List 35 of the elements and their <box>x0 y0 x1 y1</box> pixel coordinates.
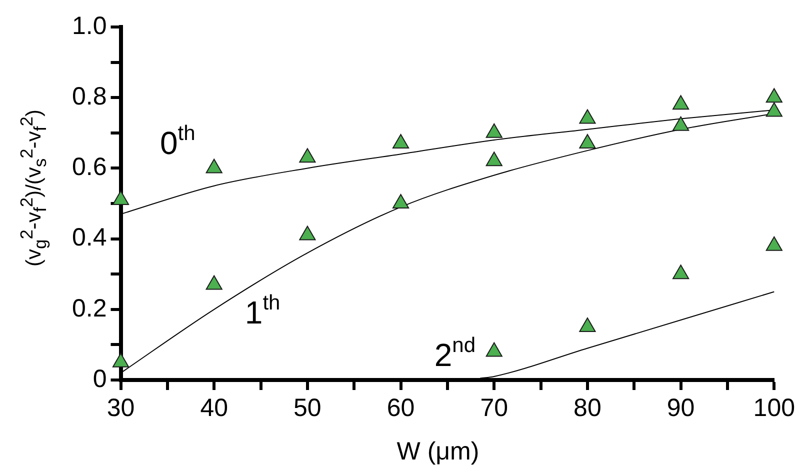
x-tick-label: 80 <box>574 394 602 422</box>
point <box>392 194 410 208</box>
y-tick-label: 0.6 <box>72 153 107 182</box>
point <box>672 95 690 110</box>
point <box>766 236 782 251</box>
point <box>486 123 502 138</box>
point <box>579 318 596 332</box>
point <box>392 134 410 148</box>
y-tick-label: 0 <box>92 364 107 393</box>
point <box>486 342 502 357</box>
point <box>112 190 130 205</box>
point <box>486 152 502 166</box>
point <box>579 134 596 148</box>
point <box>672 116 690 131</box>
point <box>206 158 222 174</box>
point <box>672 264 690 280</box>
x-tick-label: 30 <box>106 394 135 422</box>
point <box>299 226 316 240</box>
x-axis-title: W (μm) <box>396 438 480 466</box>
x-tick-label: 50 <box>294 394 322 422</box>
point <box>766 88 782 103</box>
x-tick-label: 60 <box>386 394 415 422</box>
point <box>766 102 782 117</box>
point <box>112 352 130 368</box>
x-tick-label: 70 <box>480 394 508 422</box>
point <box>299 148 316 163</box>
x-tick-label: 100 <box>753 394 796 422</box>
y-tick-label: 1.0 <box>72 12 107 40</box>
y-tick-label: 0.2 <box>72 294 107 322</box>
point <box>206 275 222 290</box>
x-tick-label: 40 <box>200 394 228 422</box>
x-tick-label: 90 <box>666 394 695 422</box>
point <box>579 109 596 124</box>
y-tick-label: 0.8 <box>72 82 107 110</box>
y-tick-label: 0.4 <box>72 224 107 252</box>
